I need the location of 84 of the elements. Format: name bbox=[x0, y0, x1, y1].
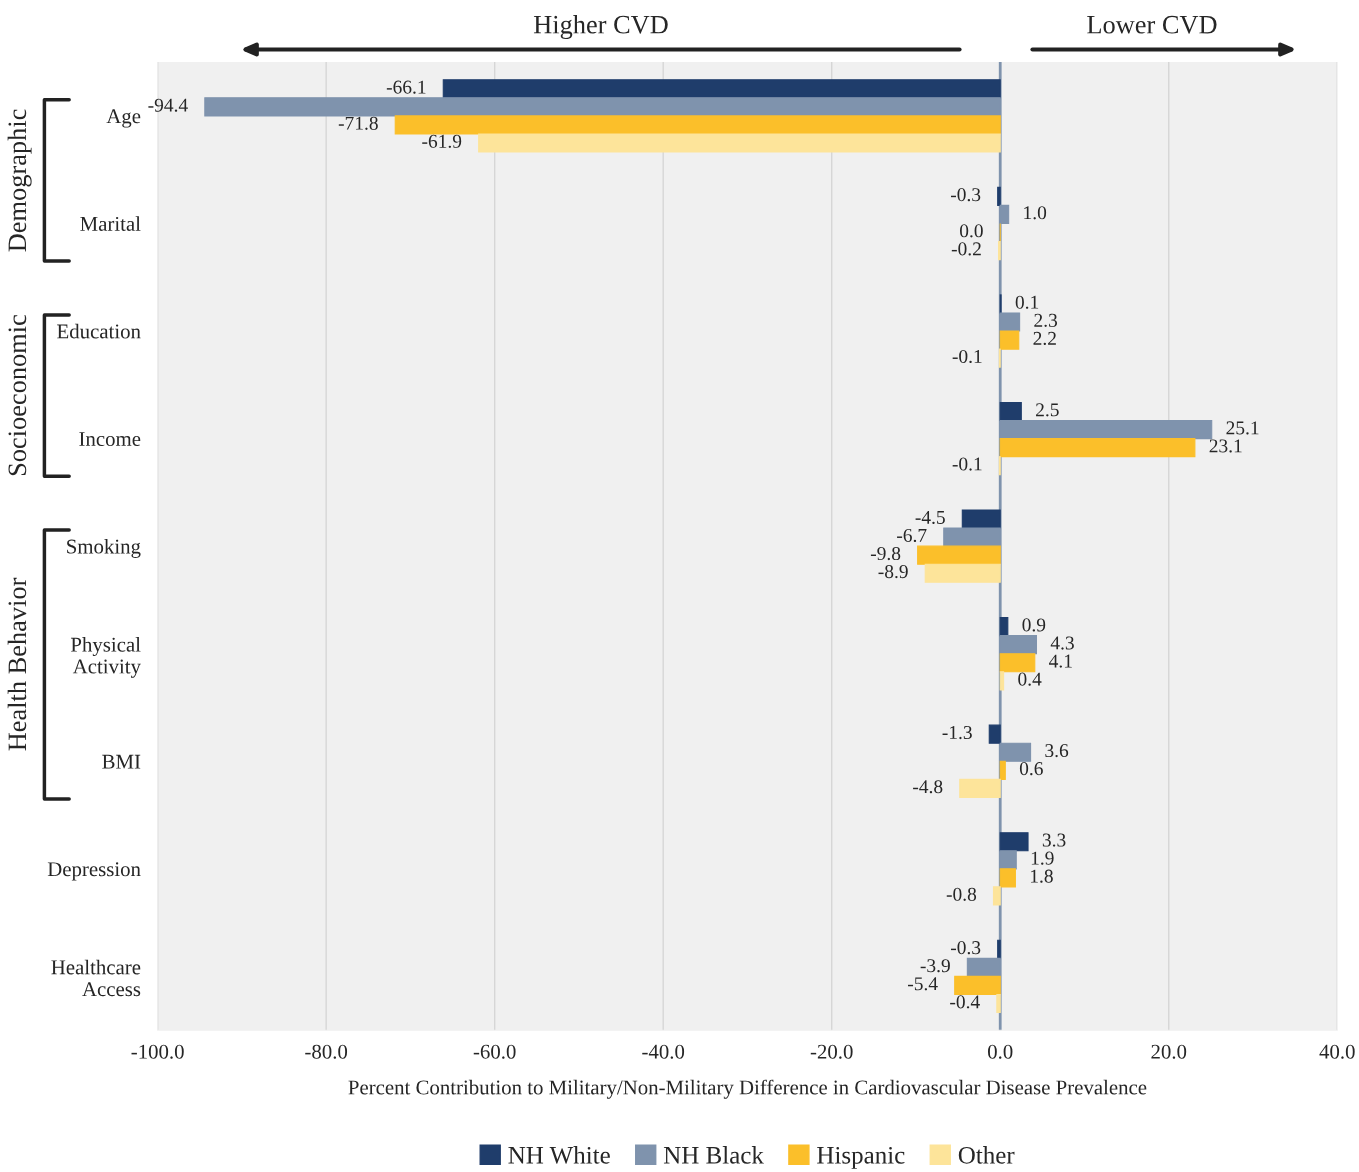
data-label: -0.1 bbox=[952, 457, 982, 471]
x-tick-label: -20.0 bbox=[810, 1044, 853, 1059]
data-label: 1.8 bbox=[1030, 869, 1053, 883]
bar bbox=[999, 330, 1020, 350]
bar bbox=[999, 671, 1005, 691]
data-label: -66.1 bbox=[386, 80, 426, 94]
bar bbox=[997, 186, 1001, 206]
x-tick-label: 20.0 bbox=[1151, 1044, 1187, 1059]
bar bbox=[917, 545, 1001, 565]
data-label: 3.3 bbox=[1042, 833, 1066, 847]
y-tick-label: BMI bbox=[102, 754, 141, 769]
data-label: -3.9 bbox=[920, 959, 950, 973]
x-tick-label: 40.0 bbox=[1319, 1044, 1355, 1059]
bar bbox=[999, 653, 1036, 673]
legend-label: Other bbox=[958, 1146, 1015, 1164]
y-tick-label: Depression bbox=[47, 862, 141, 881]
data-label: -94.4 bbox=[148, 98, 188, 112]
x-tick-label: -80.0 bbox=[305, 1044, 348, 1059]
bar bbox=[999, 438, 1196, 458]
data-label: -9.8 bbox=[870, 546, 901, 561]
data-label: -6.7 bbox=[897, 528, 927, 543]
bar bbox=[394, 115, 1001, 135]
y-tick-label: Education bbox=[57, 323, 141, 339]
data-label: -0.3 bbox=[950, 188, 981, 202]
x-tick-label: -40.0 bbox=[642, 1044, 685, 1059]
bar bbox=[924, 563, 1001, 583]
data-label: -0.2 bbox=[951, 242, 981, 256]
legend-label: NH White bbox=[508, 1146, 610, 1164]
y-tick-label: Physical Activity bbox=[70, 637, 141, 678]
x-axis-title: Percent Contribution to Military/Non-Military Difference in Cardiovascular Disease Prevalence bbox=[348, 1079, 1147, 1099]
data-label: -8.9 bbox=[878, 565, 908, 579]
data-label: 2.3 bbox=[1034, 313, 1058, 327]
data-label: -61.9 bbox=[422, 134, 462, 148]
bar bbox=[997, 939, 1001, 959]
bar bbox=[442, 79, 1001, 99]
data-label: 2.5 bbox=[1036, 403, 1059, 417]
data-label: 0.9 bbox=[1022, 618, 1046, 632]
y-tick-label: Marital bbox=[80, 216, 141, 231]
bar bbox=[959, 778, 1001, 798]
data-label: 0.0 bbox=[959, 224, 983, 238]
bar bbox=[999, 832, 1029, 852]
data-label: -5.4 bbox=[908, 977, 938, 991]
data-label: -0.4 bbox=[950, 995, 980, 1009]
y-tick-label: Age bbox=[106, 109, 141, 128]
bar bbox=[988, 724, 1001, 744]
bar bbox=[999, 401, 1022, 422]
legend-label: NH Black bbox=[663, 1146, 764, 1164]
data-label: -0.3 bbox=[950, 941, 981, 955]
data-label: 0.4 bbox=[1018, 672, 1042, 686]
x-tick-label: -60.0 bbox=[473, 1044, 516, 1059]
text: Higher CVD bbox=[533, 15, 668, 39]
x-tick-label: -100.0 bbox=[131, 1044, 184, 1059]
data-label: -0.1 bbox=[952, 349, 982, 364]
data-label: 4.1 bbox=[1049, 654, 1072, 668]
data-label: -71.8 bbox=[338, 116, 378, 130]
text: Lower CVD bbox=[1087, 15, 1217, 34]
text: Health Behavior bbox=[7, 577, 27, 751]
y-tick-label: Healthcare Access bbox=[51, 959, 141, 997]
bar bbox=[999, 868, 1016, 888]
y-tick-label: Smoking bbox=[67, 538, 141, 558]
bar bbox=[999, 760, 1006, 780]
text: Socioeconomic bbox=[8, 315, 27, 476]
bar bbox=[961, 509, 1001, 529]
data-label: 1.0 bbox=[1024, 206, 1047, 220]
data-label: 1.9 bbox=[1031, 851, 1054, 865]
data-label: 3.6 bbox=[1045, 744, 1069, 758]
data-label: -4.5 bbox=[915, 510, 945, 524]
data-label: 2.2 bbox=[1033, 331, 1056, 346]
text: Demographic bbox=[7, 109, 32, 252]
data-label: -0.8 bbox=[946, 887, 977, 901]
data-label: -1.3 bbox=[942, 725, 972, 740]
bar bbox=[996, 993, 1001, 1014]
bar bbox=[992, 886, 1001, 906]
bar bbox=[478, 133, 1001, 153]
data-label: 0.1 bbox=[1015, 295, 1039, 309]
data-label: -4.8 bbox=[913, 780, 943, 794]
data-label: 25.1 bbox=[1226, 421, 1259, 435]
x-tick-label: 0.0 bbox=[988, 1044, 1013, 1059]
y-tick-label: Income bbox=[79, 432, 141, 447]
data-label: 4.3 bbox=[1050, 636, 1074, 650]
legend-label: Hispanic bbox=[817, 1146, 905, 1169]
bar bbox=[954, 975, 1001, 996]
data-label: 23.1 bbox=[1209, 439, 1242, 453]
data-label: 0.6 bbox=[1019, 762, 1043, 776]
